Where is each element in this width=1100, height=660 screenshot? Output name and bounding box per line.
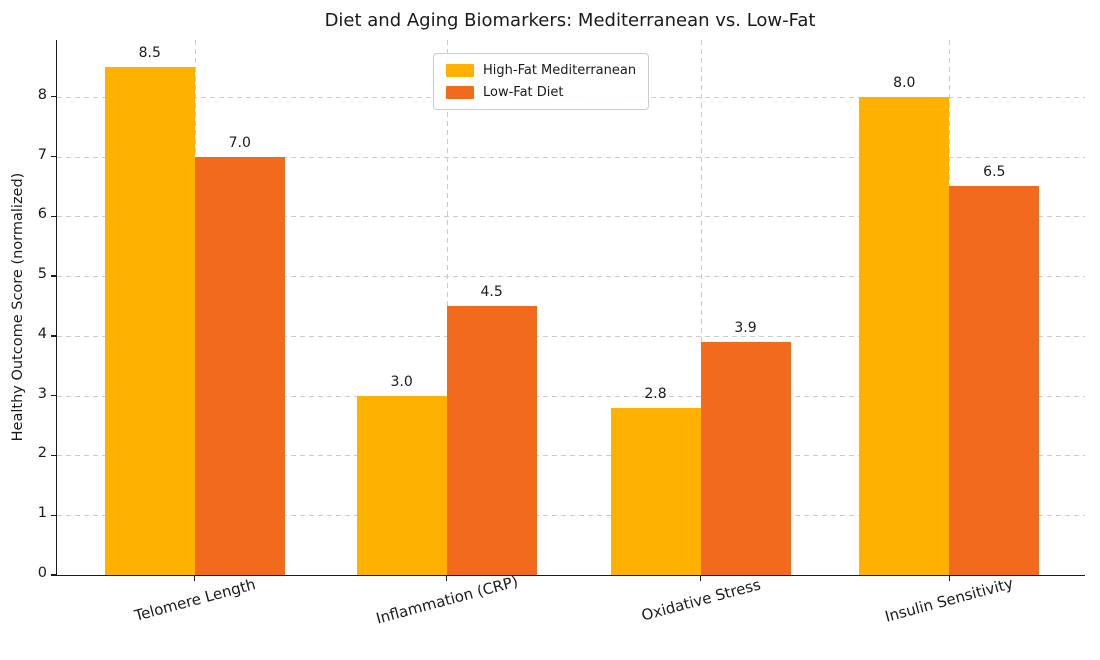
y-tick-label: 1 <box>37 505 47 522</box>
x-tick-label: Telomere Length <box>132 575 258 625</box>
bar-value-label: 2.8 <box>644 385 667 402</box>
bar-mediterranean-2 <box>610 407 701 575</box>
bar-lowfat-0 <box>194 156 285 575</box>
y-tick-label: 6 <box>37 206 47 223</box>
x-tick-label: Insulin Sensitivity <box>883 574 1016 626</box>
bar-lowfat-2 <box>700 341 791 575</box>
legend: High-Fat Mediterranean Low-Fat Diet <box>433 53 650 110</box>
plot-area: High-Fat Mediterranean Low-Fat Diet 0 1 2 3 4… <box>38 40 1085 628</box>
y-tick-label: 7 <box>37 146 47 163</box>
bar-value-label: 8.5 <box>138 44 161 61</box>
y-tick-mark <box>51 155 57 158</box>
x-tick-mark <box>948 575 950 581</box>
x-tick-mark <box>445 575 448 581</box>
bar-mediterranean-1 <box>356 395 447 575</box>
y-tick-mark <box>51 275 57 277</box>
bar-value-label: 6.5 <box>983 164 1006 181</box>
x-tick-mark <box>699 575 702 581</box>
legend-swatch <box>446 64 474 77</box>
y-tick-mark <box>51 514 57 516</box>
x-tick-label: Oxidative Stress <box>638 575 763 625</box>
legend-swatch <box>446 86 474 99</box>
y-tick-mark <box>51 96 57 98</box>
y-tick-label: 0 <box>37 565 47 581</box>
bar-mediterranean-0 <box>104 66 195 575</box>
x-tick-mark <box>194 575 196 581</box>
bar-value-label: 7.0 <box>228 134 251 151</box>
y-tick-label: 4 <box>37 325 47 342</box>
y-gridline <box>57 395 1085 397</box>
y-tick-mark <box>51 215 57 218</box>
y-tick-mark <box>51 335 57 337</box>
y-gridline <box>57 335 1085 337</box>
y-tick-mark <box>51 454 57 457</box>
bar-lowfat-3 <box>949 186 1040 575</box>
legend-row: Low-Fat Diet <box>446 85 636 100</box>
bar-value-label: 3.0 <box>390 373 413 390</box>
y-gridline <box>57 515 1085 517</box>
legend-row: High-Fat Mediterranean <box>446 63 636 78</box>
chart-title: Diet and Aging Biomarkers: Mediterranean… <box>324 10 816 31</box>
y-gridline <box>57 216 1085 218</box>
y-gridline <box>57 276 1085 278</box>
y-tick-label: 5 <box>37 266 47 283</box>
y-tick-mark <box>51 574 57 576</box>
y-gridline <box>57 156 1085 158</box>
x-gridline <box>700 40 702 575</box>
y-tick-label: 3 <box>37 385 47 402</box>
bar-value-label: 3.9 <box>734 319 757 336</box>
bar-value-label: 4.5 <box>480 284 503 301</box>
bar-lowfat-1 <box>446 306 537 575</box>
y-tick-label: 8 <box>37 86 47 103</box>
y-tick-mark <box>51 394 57 397</box>
y-gridline <box>57 455 1085 457</box>
legend-label: Low-Fat Diet <box>483 85 564 100</box>
y-tick-label: 2 <box>37 445 47 462</box>
bar-mediterranean-3 <box>859 96 950 575</box>
bar-value-label: 8.0 <box>893 74 916 91</box>
legend-label: High-Fat Mediterranean <box>483 63 637 78</box>
